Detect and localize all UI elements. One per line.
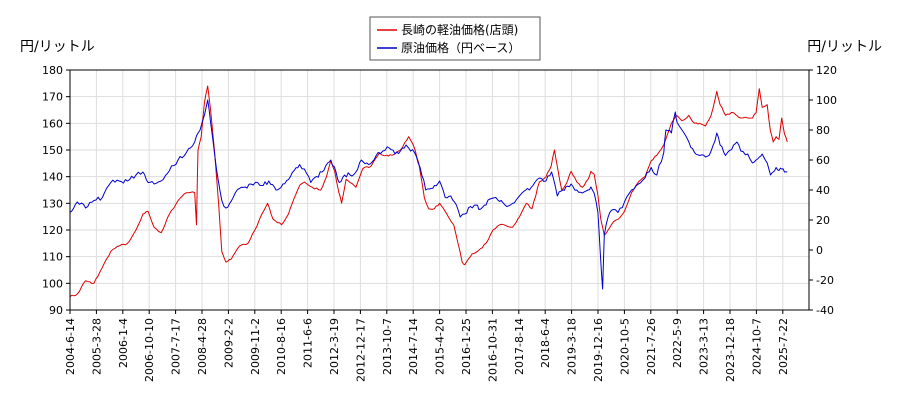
series-lines — [69, 85, 788, 298]
x-tick-label: 2012-3-19 — [328, 318, 341, 375]
x-tick-label: 2004-6-14 — [64, 318, 77, 375]
left-tick-label: 170 — [42, 91, 63, 104]
left-tick-label: 180 — [42, 64, 63, 77]
right-tick-label: 80 — [816, 124, 830, 137]
left-tick-label: 90 — [49, 304, 63, 317]
x-tick-label: 2024-10-7 — [750, 318, 763, 375]
right-tick-label: 120 — [816, 64, 837, 77]
x-tick-label: 2009-2-2 — [222, 318, 235, 368]
x-tick-label: 2021-7-26 — [645, 318, 658, 375]
x-tick-label: 2007-7-17 — [170, 318, 183, 375]
left-axis: 90 100 110 120 130 140 150 160 170 180 — [42, 64, 70, 317]
legend-label-crude: 原油価格（円ベース） — [401, 40, 520, 55]
right-tick-label: 40 — [816, 184, 830, 197]
x-tick-label: 2019-12-16 — [592, 318, 605, 382]
x-tick-label: 2008-4-28 — [196, 318, 209, 375]
right-tick-label: 60 — [816, 154, 830, 167]
left-tick-label: 130 — [42, 197, 63, 210]
x-tick-label: 2006-1-4 — [117, 318, 130, 368]
x-tick-label: 2025-7-22 — [777, 318, 790, 375]
x-tick-label: 2014-7-14 — [407, 318, 420, 375]
x-tick-label: 2012-12-17 — [354, 318, 367, 382]
legend-label-diesel: 長崎の軽油価格(店頭) — [401, 22, 518, 37]
x-tick-label: 2023-3-13 — [698, 318, 711, 375]
left-tick-label: 120 — [42, 224, 63, 237]
x-tick-label: 2016-1-25 — [460, 318, 473, 375]
right-axis-title: 円/リットル — [807, 39, 882, 55]
right-tick-label: 0 — [816, 244, 823, 257]
x-tick-label: 2010-8-16 — [275, 318, 288, 375]
left-tick-label: 110 — [42, 251, 63, 264]
right-tick-label: -20 — [816, 274, 834, 287]
left-tick-label: 140 — [42, 171, 63, 184]
left-tick-label: 100 — [42, 277, 63, 290]
x-tick-label: 2005-3-28 — [90, 318, 103, 375]
x-tick-label: 2006-10-10 — [143, 318, 156, 382]
right-tick-label: -40 — [816, 304, 834, 317]
x-tick-label: 2015-4-20 — [434, 318, 447, 375]
left-axis-title: 円/リットル — [20, 39, 95, 55]
x-tick-label: 2018-6-4 — [539, 318, 552, 368]
x-axis: 2004-6-14 2005-3-28 2006-1-4 2006-10-10 2007… — [64, 310, 790, 382]
x-tick-label: 2020-10-5 — [618, 318, 631, 375]
x-tick-label: 2009-11-2 — [249, 318, 262, 375]
x-tick-label: 2017-8-14 — [513, 318, 526, 375]
x-tick-label: 2013-10-7 — [381, 318, 394, 375]
left-tick-label: 150 — [42, 144, 63, 157]
x-tick-label: 2016-10-31 — [486, 318, 499, 382]
right-tick-label: 100 — [816, 94, 837, 107]
legend-box — [369, 16, 541, 61]
right-axis: -40 -20 0 20 40 60 80 100 120 — [809, 64, 837, 317]
x-tick-label: 2011-6-6 — [302, 318, 315, 368]
legend: 長崎の軽油価格(店頭) 原油価格（円ベース） — [369, 16, 541, 61]
series-line-crude — [69, 99, 788, 290]
left-tick-label: 160 — [42, 117, 63, 130]
x-tick-label: 2019-3-18 — [566, 318, 579, 375]
x-tick-label: 2023-12-18 — [724, 318, 737, 382]
right-tick-label: 20 — [816, 214, 830, 227]
x-tick-label: 2022-5-9 — [671, 318, 684, 368]
